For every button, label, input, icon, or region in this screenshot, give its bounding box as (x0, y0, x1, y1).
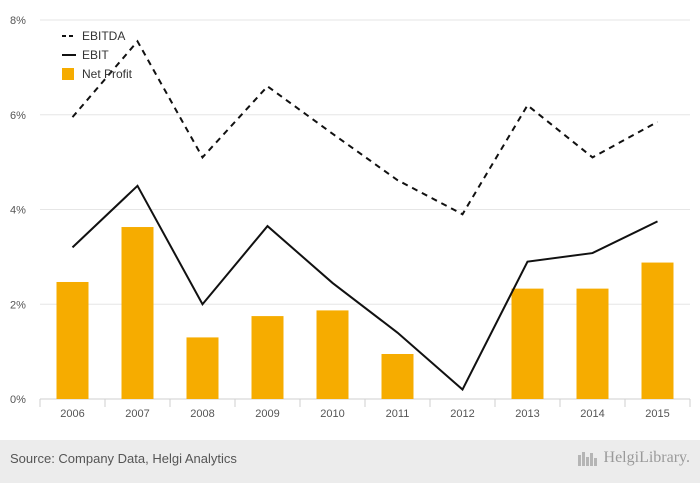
x-tick-label: 2010 (320, 408, 344, 420)
brand-logo: HelgiLibrary. (577, 449, 690, 467)
x-tick-label: 2006 (60, 408, 84, 420)
source-note: Source: Company Data, Helgi Analytics (10, 451, 237, 466)
brand-name: HelgiLibrary. (603, 449, 690, 466)
bar-net-profit (251, 316, 284, 399)
y-tick-label: 2% (10, 299, 26, 311)
bar-net-profit (121, 227, 154, 399)
y-tick-label: 4% (10, 205, 26, 217)
y-tick-label: 6% (10, 110, 26, 122)
legend-label-ebitda: EBITDA (82, 29, 125, 43)
x-tick-label: 2012 (450, 408, 474, 420)
footer: Source: Company Data, Helgi Analytics He… (0, 440, 700, 483)
line-ebit (71, 184, 658, 392)
bar-net-profit (511, 288, 544, 399)
x-tick-label: 2015 (645, 408, 669, 420)
x-tick-label: 2009 (255, 408, 279, 420)
x-tick-label: 2013 (515, 408, 539, 420)
legend-swatch-net-profit (62, 68, 74, 80)
x-tick-label: 2007 (125, 408, 149, 420)
bar-net-profit (576, 288, 609, 399)
library-icon (577, 452, 597, 466)
bar-net-profit (381, 353, 414, 399)
bar-net-profit (316, 310, 349, 399)
bar-net-profit (56, 281, 89, 399)
x-tick-label: 2008 (190, 408, 214, 420)
bar-net-profit (186, 337, 219, 399)
line-ebitda (71, 39, 658, 216)
bar-net-profit (641, 262, 674, 399)
x-tick-label: 2014 (580, 408, 604, 420)
legend-label-ebit: EBIT (82, 48, 109, 62)
x-tick-label: 2011 (386, 408, 410, 420)
legend-label-net-profit: Net Profit (82, 67, 133, 81)
y-tick-label: 0% (10, 394, 26, 406)
y-tick-label: 8% (10, 15, 26, 27)
chart-area: 0% 2% 4% 6% 8% 2006 2007 2008 2009 2010 2011 2012 20… (10, 15, 691, 420)
